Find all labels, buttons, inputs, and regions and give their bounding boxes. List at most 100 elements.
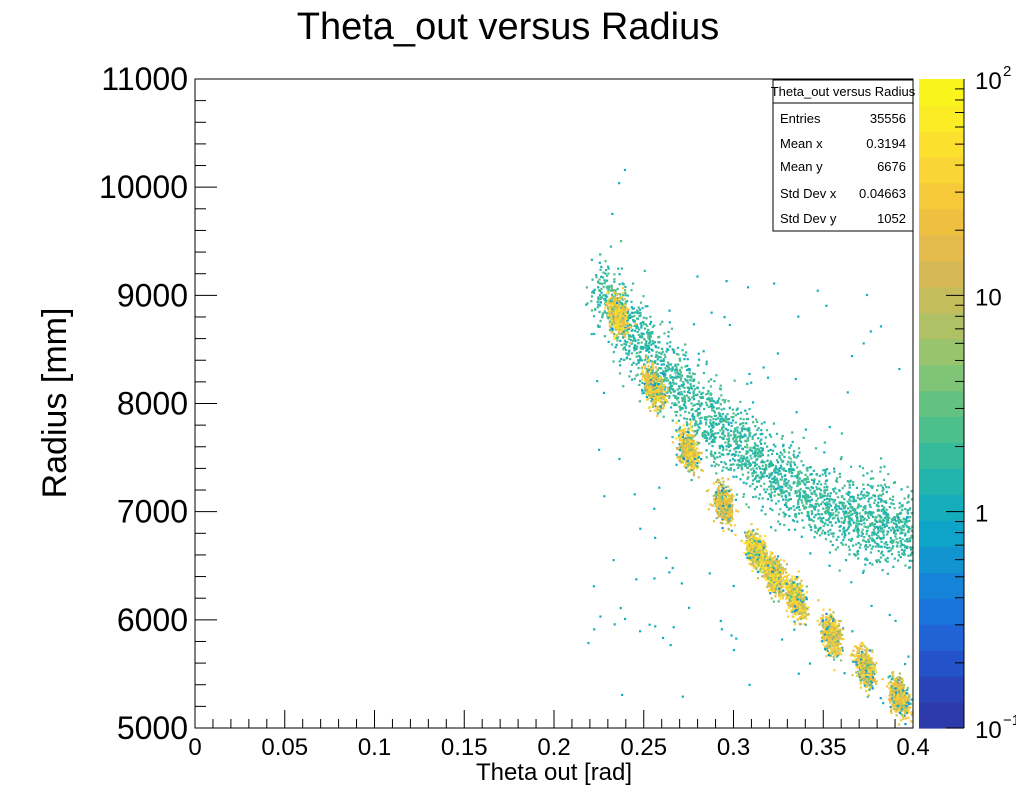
heatmap-cell <box>721 500 724 503</box>
heatmap-cell <box>681 349 684 352</box>
heatmap-cell <box>705 436 708 440</box>
heatmap-cell <box>696 443 699 446</box>
heatmap-cell <box>679 373 682 376</box>
heatmap-cell <box>701 469 704 473</box>
heatmap-cell <box>772 422 776 425</box>
heatmap-cell <box>699 419 702 423</box>
heatmap-cell <box>890 521 893 524</box>
heatmap-cell <box>787 479 790 483</box>
heatmap-cell <box>624 306 627 309</box>
heatmap-cell <box>683 417 686 420</box>
heatmap-cell <box>680 374 683 377</box>
heatmap-cell <box>656 412 660 415</box>
heatmap-cell <box>718 415 721 418</box>
heatmap-cell <box>776 352 780 355</box>
heatmap-cell <box>901 508 904 512</box>
heatmap-cell <box>732 453 735 456</box>
heatmap-cell <box>644 377 648 380</box>
heatmap-cell <box>618 306 621 310</box>
heatmap-cell <box>815 494 818 497</box>
heatmap-cell <box>824 468 827 472</box>
heatmap-cell <box>654 398 657 402</box>
heatmap-cell <box>882 554 885 557</box>
heatmap-cell <box>810 472 813 476</box>
heatmap-cell <box>622 326 625 329</box>
heatmap-cell <box>716 511 719 514</box>
heatmap-cell <box>659 398 663 402</box>
heatmap-cell <box>768 485 771 488</box>
heatmap-cell <box>813 478 816 481</box>
heatmap-cell <box>713 460 716 464</box>
heatmap-cell <box>724 505 727 509</box>
heatmap-cell <box>604 294 607 297</box>
heatmap-cell <box>818 474 821 478</box>
heatmap-cell <box>886 557 889 560</box>
heatmap-cell <box>892 565 895 569</box>
heatmap-cell <box>717 407 720 410</box>
heatmap-cell <box>784 494 787 497</box>
heatmap-cell <box>684 452 687 455</box>
heatmap-cell <box>684 439 687 442</box>
heatmap-cell <box>663 379 666 382</box>
heatmap-cell <box>694 433 697 436</box>
heatmap-cell <box>679 446 683 449</box>
heatmap-cell <box>707 489 710 492</box>
heatmap-cell <box>730 493 733 496</box>
heatmap-cell <box>723 499 726 502</box>
heatmap-cell <box>886 533 889 536</box>
heatmap-cell <box>590 309 594 312</box>
heatmap-cell <box>798 451 801 454</box>
heatmap-cell <box>649 333 652 337</box>
heatmap-cell <box>892 528 895 531</box>
heatmap-cell <box>689 445 693 448</box>
heatmap-cell <box>723 515 726 518</box>
heatmap-cell <box>626 331 630 334</box>
heatmap-cell <box>671 348 674 351</box>
heatmap-cell <box>754 453 757 457</box>
heatmap-cell <box>664 390 667 393</box>
heatmap-cell <box>823 441 826 444</box>
heatmap-cell <box>691 444 694 447</box>
heatmap-cell <box>756 420 759 424</box>
heatmap-cell <box>711 406 714 410</box>
heatmap-cell <box>744 439 747 442</box>
heatmap-cell <box>728 407 731 410</box>
heatmap-cell <box>686 462 689 465</box>
heatmap-cell <box>847 502 851 505</box>
heatmap-cell <box>749 446 752 449</box>
heatmap-cell <box>810 504 813 507</box>
heatmap-cell <box>880 498 883 501</box>
heatmap-cell <box>824 522 827 525</box>
heatmap-cell <box>723 511 726 514</box>
heatmap-cell <box>760 422 763 425</box>
heatmap-cell <box>760 575 764 578</box>
heatmap-cell <box>852 496 855 499</box>
heatmap-cell <box>692 452 695 455</box>
heatmap-cell <box>748 464 751 468</box>
heatmap-cell <box>773 478 776 481</box>
heatmap-cell <box>604 311 607 314</box>
heatmap-cell <box>819 494 822 497</box>
heatmap-cell <box>802 526 805 529</box>
heatmap-cell <box>629 316 632 320</box>
heatmap-cell <box>861 532 864 535</box>
heatmap-cell <box>856 496 860 499</box>
heatmap-cell <box>773 282 776 285</box>
heatmap-cell <box>659 379 662 383</box>
heatmap-cell <box>798 508 801 511</box>
heatmap-cell <box>710 424 713 427</box>
heatmap-cell <box>679 429 682 432</box>
heatmap-cell <box>753 464 757 468</box>
heatmap-cell <box>869 551 873 554</box>
heatmap-cell <box>821 473 824 476</box>
heatmap-cell <box>827 508 830 511</box>
heatmap-cell <box>854 515 858 518</box>
heatmap-cell <box>790 469 793 472</box>
heatmap-cell <box>691 379 694 382</box>
heatmap-cell <box>625 314 629 317</box>
heatmap-cell <box>599 268 602 271</box>
heatmap-cell <box>762 560 765 564</box>
heatmap-cell <box>894 529 897 532</box>
heatmap-cell <box>716 401 719 404</box>
heatmap-cell <box>618 316 621 319</box>
